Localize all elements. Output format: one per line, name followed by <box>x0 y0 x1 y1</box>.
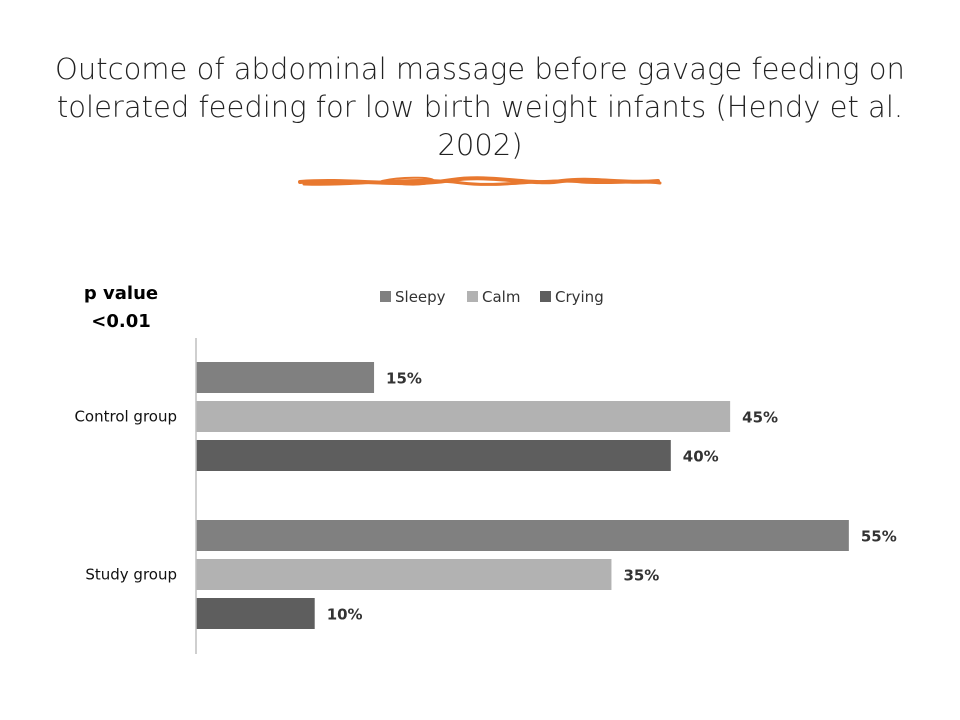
data-label-control-group-sleepy: 15% <box>386 370 422 388</box>
legend-swatch-sleepy <box>380 291 391 302</box>
data-label-study-group-crying: 10% <box>327 606 363 624</box>
chart-bars: 15% 45% 40% 55% 35% 10% <box>196 362 897 629</box>
legend-label-crying: Crying <box>555 288 604 306</box>
legend-label-sleepy: Sleepy <box>395 288 446 306</box>
bar-control-group-sleepy <box>196 362 375 393</box>
data-label-study-group-calm: 35% <box>623 567 659 585</box>
bar-study-group-sleepy <box>196 520 849 551</box>
chart-legend: Sleepy Calm Crying <box>380 288 604 306</box>
data-label-study-group-sleepy: 55% <box>861 528 897 546</box>
bar-control-group-calm <box>196 401 731 432</box>
bar-study-group-calm <box>196 559 612 590</box>
bar-study-group-crying <box>196 598 315 629</box>
chart-categories: Control group Study group <box>74 408 177 584</box>
bar-control-group-crying <box>196 440 671 471</box>
legend-label-calm: Calm <box>482 288 520 306</box>
category-label-control-group: Control group <box>74 408 177 426</box>
p-value-threshold: <0.01 <box>91 311 151 332</box>
p-value-label: p value <box>83 283 159 304</box>
p-value-annotation: p value <0.01 <box>62 280 180 336</box>
bar-chart: Sleepy Calm Crying 15% 45% 40% 55% 35% 10% Cont… <box>74 288 897 654</box>
data-label-control-group-crying: 40% <box>683 448 719 466</box>
legend-swatch-calm <box>467 291 478 302</box>
category-label-study-group: Study group <box>85 566 177 584</box>
title-underline-scribble <box>298 176 662 186</box>
legend-swatch-crying <box>540 291 551 302</box>
data-label-control-group-calm: 45% <box>742 409 778 427</box>
slide-title: Outcome of abdominal massage before gava… <box>55 52 905 162</box>
